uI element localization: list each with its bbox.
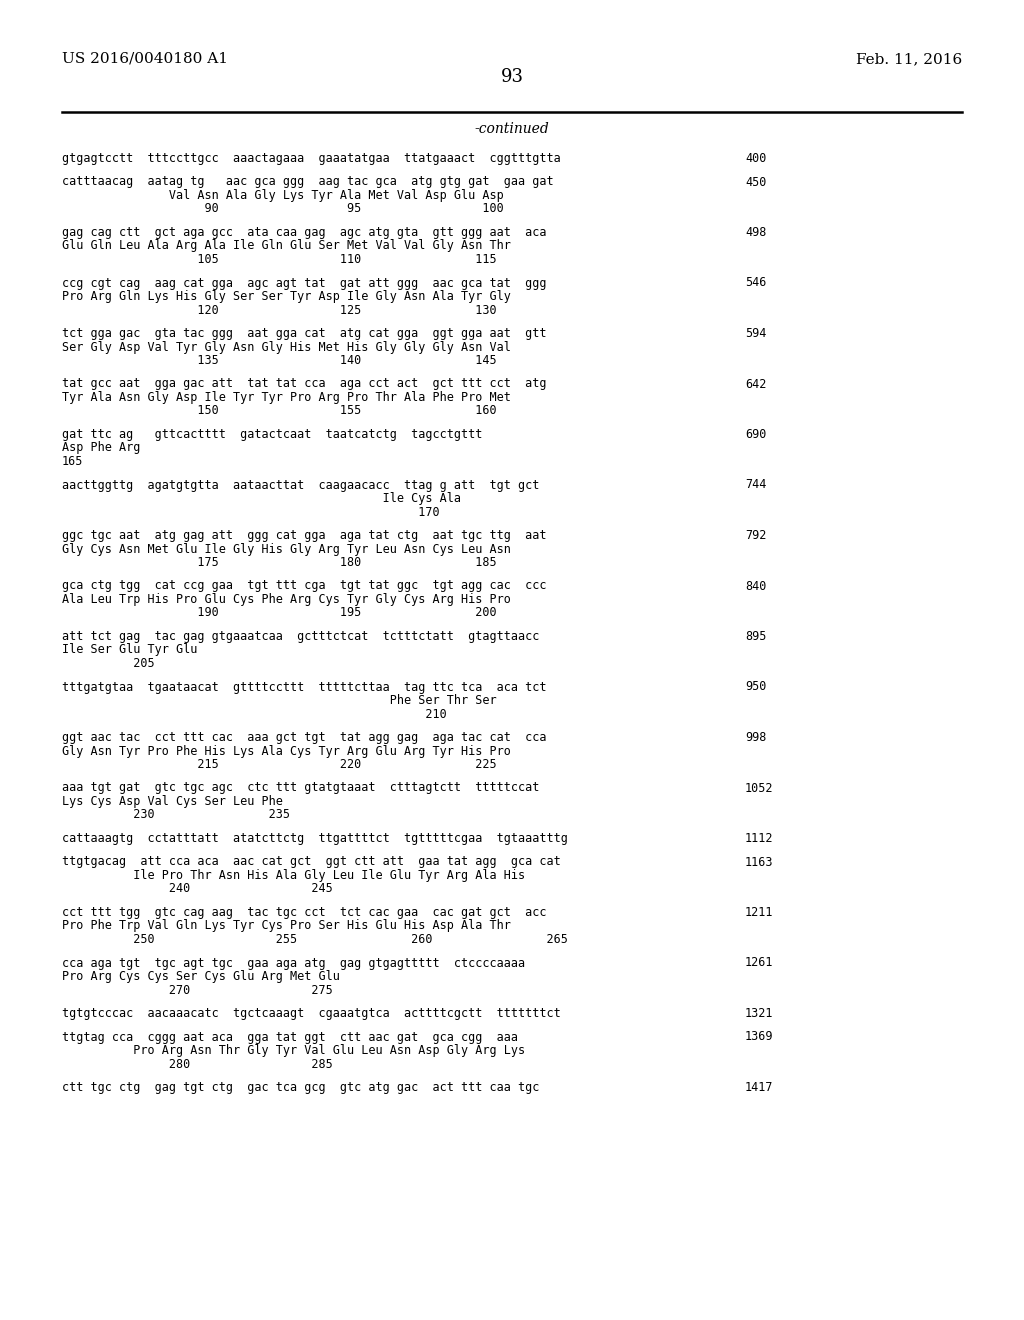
Text: 280                 285: 280 285 — [62, 1057, 333, 1071]
Text: tct gga gac  gta tac ggg  aat gga cat  atg cat gga  ggt gga aat  gtt: tct gga gac gta tac ggg aat gga cat atg … — [62, 327, 547, 341]
Text: 230                235: 230 235 — [62, 808, 290, 821]
Text: gag cag ctt  gct aga gcc  ata caa gag  agc atg gta  gtt ggg aat  aca: gag cag ctt gct aga gcc ata caa gag agc … — [62, 226, 547, 239]
Text: 205: 205 — [62, 657, 155, 671]
Text: 1112: 1112 — [745, 832, 773, 845]
Text: att tct gag  tac gag gtgaaatcaa  gctttctcat  tctttctatt  gtagttaacc: att tct gag tac gag gtgaaatcaa gctttctca… — [62, 630, 540, 643]
Text: ttgtgacag  att cca aca  aac cat gct  ggt ctt att  gaa tat agg  gca cat: ttgtgacag att cca aca aac cat gct ggt ct… — [62, 855, 561, 869]
Text: 840: 840 — [745, 579, 766, 593]
Text: 93: 93 — [501, 69, 523, 86]
Text: 175                 180                185: 175 180 185 — [62, 556, 497, 569]
Text: Ala Leu Trp His Pro Glu Cys Phe Arg Cys Tyr Gly Cys Arg His Pro: Ala Leu Trp His Pro Glu Cys Phe Arg Cys … — [62, 593, 511, 606]
Text: 105                 110                115: 105 110 115 — [62, 253, 497, 267]
Text: 1052: 1052 — [745, 781, 773, 795]
Text: catttaacag  aatag tg   aac gca ggg  aag tac gca  atg gtg gat  gaa gat: catttaacag aatag tg aac gca ggg aag tac … — [62, 176, 554, 189]
Text: Pro Arg Cys Cys Ser Cys Glu Arg Met Glu: Pro Arg Cys Cys Ser Cys Glu Arg Met Glu — [62, 970, 340, 983]
Text: 895: 895 — [745, 630, 766, 643]
Text: 240                 245: 240 245 — [62, 883, 333, 895]
Text: Ile Ser Glu Tyr Glu: Ile Ser Glu Tyr Glu — [62, 644, 198, 656]
Text: 450: 450 — [745, 176, 766, 189]
Text: 215                 220                225: 215 220 225 — [62, 758, 497, 771]
Text: 744: 744 — [745, 479, 766, 491]
Text: 1261: 1261 — [745, 957, 773, 969]
Text: aaa tgt gat  gtc tgc agc  ctc ttt gtatgtaaat  ctttagtctt  tttttccat: aaa tgt gat gtc tgc agc ctc ttt gtatgtaa… — [62, 781, 540, 795]
Text: ttgtag cca  cggg aat aca  gga tat ggt  ctt aac gat  gca cgg  aaa: ttgtag cca cggg aat aca gga tat ggt ctt … — [62, 1031, 518, 1044]
Text: Pro Phe Trp Val Gln Lys Tyr Cys Pro Ser His Glu His Asp Ala Thr: Pro Phe Trp Val Gln Lys Tyr Cys Pro Ser … — [62, 920, 511, 932]
Text: ggc tgc aat  atg gag att  ggg cat gga  aga tat ctg  aat tgc ttg  aat: ggc tgc aat atg gag att ggg cat gga aga … — [62, 529, 547, 543]
Text: 90                  95                 100: 90 95 100 — [62, 202, 504, 215]
Text: 1369: 1369 — [745, 1031, 773, 1044]
Text: 690: 690 — [745, 428, 766, 441]
Text: Gly Cys Asn Met Glu Ile Gly His Gly Arg Tyr Leu Asn Cys Leu Asn: Gly Cys Asn Met Glu Ile Gly His Gly Arg … — [62, 543, 511, 556]
Text: cattaaagtg  cctatttatt  atatcttctg  ttgattttct  tgtttttcgaa  tgtaaatttg: cattaaagtg cctatttatt atatcttctg ttgattt… — [62, 832, 568, 845]
Text: tat gcc aat  gga gac att  tat tat cca  aga cct act  gct ttt cct  atg: tat gcc aat gga gac att tat tat cca aga … — [62, 378, 547, 391]
Text: 400: 400 — [745, 152, 766, 165]
Text: gca ctg tgg  cat ccg gaa  tgt ttt cga  tgt tat ggc  tgt agg cac  ccc: gca ctg tgg cat ccg gaa tgt ttt cga tgt … — [62, 579, 547, 593]
Text: 190                 195                200: 190 195 200 — [62, 606, 497, 619]
Text: Asp Phe Arg: Asp Phe Arg — [62, 441, 140, 454]
Text: 150                 155                160: 150 155 160 — [62, 404, 497, 417]
Text: 998: 998 — [745, 731, 766, 744]
Text: 210: 210 — [62, 708, 446, 721]
Text: gtgagtcctt  tttccttgcc  aaactagaaa  gaaatatgaa  ttatgaaact  cggtttgtta: gtgagtcctt tttccttgcc aaactagaaa gaaatat… — [62, 152, 561, 165]
Text: 792: 792 — [745, 529, 766, 543]
Text: ggt aac tac  cct ttt cac  aaa gct tgt  tat agg gag  aga tac cat  cca: ggt aac tac cct ttt cac aaa gct tgt tat … — [62, 731, 547, 744]
Text: ccg cgt cag  aag cat gga  agc agt tat  gat att ggg  aac gca tat  ggg: ccg cgt cag aag cat gga agc agt tat gat … — [62, 276, 547, 289]
Text: ctt tgc ctg  gag tgt ctg  gac tca gcg  gtc atg gac  act ttt caa tgc: ctt tgc ctg gag tgt ctg gac tca gcg gtc … — [62, 1081, 540, 1094]
Text: -continued: -continued — [475, 121, 549, 136]
Text: Phe Ser Thr Ser: Phe Ser Thr Ser — [62, 694, 497, 708]
Text: Lys Cys Asp Val Cys Ser Leu Phe: Lys Cys Asp Val Cys Ser Leu Phe — [62, 795, 283, 808]
Text: 170: 170 — [62, 506, 439, 519]
Text: Ser Gly Asp Val Tyr Gly Asn Gly His Met His Gly Gly Gly Asn Val: Ser Gly Asp Val Tyr Gly Asn Gly His Met … — [62, 341, 511, 354]
Text: aacttggttg  agatgtgtta  aataacttat  caagaacacc  ttag g att  tgt gct: aacttggttg agatgtgtta aataacttat caagaac… — [62, 479, 540, 491]
Text: 546: 546 — [745, 276, 766, 289]
Text: 135                 140                145: 135 140 145 — [62, 354, 497, 367]
Text: 950: 950 — [745, 681, 766, 693]
Text: gat ttc ag   gttcactttt  gatactcaat  taatcatctg  tagcctgttt: gat ttc ag gttcactttt gatactcaat taatcat… — [62, 428, 482, 441]
Text: 120                 125                130: 120 125 130 — [62, 304, 497, 317]
Text: cct ttt tgg  gtc cag aag  tac tgc cct  tct cac gaa  cac gat gct  acc: cct ttt tgg gtc cag aag tac tgc cct tct … — [62, 906, 547, 919]
Text: 1321: 1321 — [745, 1007, 773, 1020]
Text: US 2016/0040180 A1: US 2016/0040180 A1 — [62, 51, 228, 66]
Text: Feb. 11, 2016: Feb. 11, 2016 — [856, 51, 962, 66]
Text: Ile Pro Thr Asn His Ala Gly Leu Ile Glu Tyr Arg Ala His: Ile Pro Thr Asn His Ala Gly Leu Ile Glu … — [62, 869, 525, 882]
Text: 165: 165 — [62, 455, 83, 469]
Text: 1211: 1211 — [745, 906, 773, 919]
Text: Glu Gln Leu Ala Arg Ala Ile Gln Glu Ser Met Val Val Gly Asn Thr: Glu Gln Leu Ala Arg Ala Ile Gln Glu Ser … — [62, 239, 511, 252]
Text: 270                 275: 270 275 — [62, 983, 333, 997]
Text: Gly Asn Tyr Pro Phe His Lys Ala Cys Tyr Arg Glu Arg Tyr His Pro: Gly Asn Tyr Pro Phe His Lys Ala Cys Tyr … — [62, 744, 511, 758]
Text: 594: 594 — [745, 327, 766, 341]
Text: 642: 642 — [745, 378, 766, 391]
Text: Ile Cys Ala: Ile Cys Ala — [62, 492, 461, 506]
Text: Pro Arg Asn Thr Gly Tyr Val Glu Leu Asn Asp Gly Arg Lys: Pro Arg Asn Thr Gly Tyr Val Glu Leu Asn … — [62, 1044, 525, 1057]
Text: 250                 255                260                265: 250 255 260 265 — [62, 933, 568, 946]
Text: 498: 498 — [745, 226, 766, 239]
Text: cca aga tgt  tgc agt tgc  gaa aga atg  gag gtgagttttt  ctccccaaaa: cca aga tgt tgc agt tgc gaa aga atg gag … — [62, 957, 525, 969]
Text: Tyr Ala Asn Gly Asp Ile Tyr Tyr Pro Arg Pro Thr Ala Phe Pro Met: Tyr Ala Asn Gly Asp Ile Tyr Tyr Pro Arg … — [62, 391, 511, 404]
Text: 1163: 1163 — [745, 855, 773, 869]
Text: tttgatgtaa  tgaataacat  gttttccttt  tttttcttaa  tag ttc tca  aca tct: tttgatgtaa tgaataacat gttttccttt tttttct… — [62, 681, 547, 693]
Text: Val Asn Ala Gly Lys Tyr Ala Met Val Asp Glu Asp: Val Asn Ala Gly Lys Tyr Ala Met Val Asp … — [62, 189, 504, 202]
Text: 1417: 1417 — [745, 1081, 773, 1094]
Text: tgtgtcccac  aacaaacatc  tgctcaaagt  cgaaatgtca  acttttcgctt  tttttttct: tgtgtcccac aacaaacatc tgctcaaagt cgaaatg… — [62, 1007, 561, 1020]
Text: Pro Arg Gln Lys His Gly Ser Ser Tyr Asp Ile Gly Asn Ala Tyr Gly: Pro Arg Gln Lys His Gly Ser Ser Tyr Asp … — [62, 290, 511, 304]
